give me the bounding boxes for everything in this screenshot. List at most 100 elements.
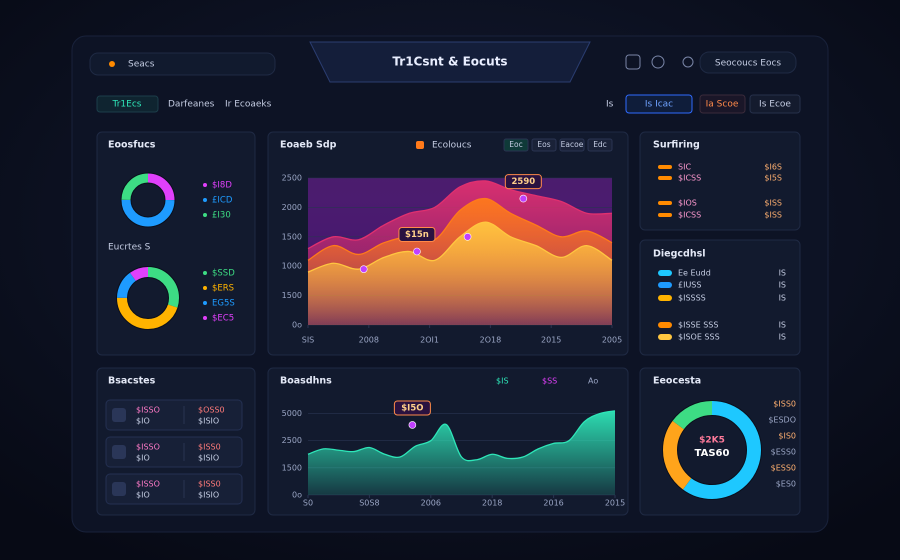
point xyxy=(463,233,472,241)
list-icon xyxy=(112,408,126,422)
x-tick-label: 2016 xyxy=(543,499,563,508)
row-value: IS xyxy=(779,321,786,330)
row-pill xyxy=(658,295,672,301)
x-tick-label: 2OI1 xyxy=(420,336,439,345)
action[interactable]: Is Icac xyxy=(645,100,673,110)
chip-text[interactable]: Edc xyxy=(593,140,607,149)
legend-text: $ISS0 xyxy=(773,400,796,409)
list-row[interactable] xyxy=(105,436,243,468)
list-label: $ISSO xyxy=(136,443,160,452)
area xyxy=(308,222,612,325)
tab-active[interactable] xyxy=(96,95,159,113)
row-pill xyxy=(658,176,672,180)
point xyxy=(519,194,528,203)
legend-text: $ESS0 xyxy=(771,464,796,473)
x-tick-label: S0S8 xyxy=(359,499,379,508)
chip-text[interactable]: Eos xyxy=(537,140,550,149)
point xyxy=(413,247,421,256)
chip-text[interactable]: Eacoe xyxy=(561,140,584,149)
area-line xyxy=(307,221,613,273)
row-pill xyxy=(658,322,672,328)
donut-center: TAS60 xyxy=(695,448,730,459)
row-pill xyxy=(658,282,672,288)
icon[interactable] xyxy=(651,55,665,69)
y-tick-label: 1500 xyxy=(282,463,302,472)
donut-segment xyxy=(121,173,175,227)
account-text[interactable]: Seocoucs Eocs xyxy=(715,59,782,69)
callout-text: 2590 xyxy=(511,177,535,187)
panel xyxy=(639,131,801,231)
list-label: $ISSO xyxy=(136,480,160,489)
row-pill xyxy=(658,334,672,340)
panel-title: Bsacstes xyxy=(108,376,156,387)
legend-dot xyxy=(203,183,207,187)
row-label: $ISSSS xyxy=(678,294,706,303)
chip[interactable] xyxy=(531,138,557,152)
list-row[interactable] xyxy=(105,399,243,431)
row-pill xyxy=(658,201,672,205)
chip-text[interactable]: Ao xyxy=(588,377,598,386)
legend-text: $ESS0 xyxy=(771,448,796,457)
tab[interactable]: Ir Ecoaeks xyxy=(225,100,272,110)
row-value: IS xyxy=(779,269,786,278)
donut-segment xyxy=(117,267,179,329)
legend-text: $I8D xyxy=(212,181,232,191)
y-tick-label: 2500 xyxy=(282,436,302,445)
row-value: $I5S xyxy=(764,174,782,183)
y-tick-label: 0o xyxy=(292,491,302,500)
action[interactable]: Is Ecoe xyxy=(759,100,791,110)
chip-text[interactable]: Eoc xyxy=(509,140,522,149)
legend-text: $IS0 xyxy=(778,432,796,441)
list-row[interactable] xyxy=(105,473,243,505)
panel-subtitle: Eucrtes S xyxy=(108,243,151,253)
y-tick-label: 2500 xyxy=(282,174,302,183)
list-value: $ISS0 xyxy=(198,480,221,489)
chip-text[interactable]: $IS xyxy=(496,377,509,386)
action-button[interactable] xyxy=(699,94,746,114)
action[interactable]: Is xyxy=(606,100,614,110)
account-box[interactable] xyxy=(699,51,797,74)
chip-text[interactable]: $SS xyxy=(542,377,557,386)
action-button[interactable] xyxy=(749,94,801,114)
callout xyxy=(398,227,436,242)
list-sub: $IO xyxy=(136,417,150,426)
x-tick-label: 2006 xyxy=(421,499,441,508)
list-sub: $IO xyxy=(136,491,150,500)
legend-dot xyxy=(203,213,207,217)
icon[interactable] xyxy=(682,56,694,68)
tab[interactable]: Darfeanes xyxy=(168,100,215,110)
panel xyxy=(639,239,801,356)
callout-text: $I5O xyxy=(401,403,423,413)
panel-title: Eoaeb Sdp xyxy=(280,140,337,151)
legend-text: £ICD xyxy=(212,196,233,206)
legend-text: £I30 xyxy=(212,211,231,221)
x-tick-label: 2018 xyxy=(482,499,502,508)
y-tick-label: 1500 xyxy=(282,232,302,241)
y-tick-label: 0o xyxy=(292,321,302,330)
panel-title: Surfiring xyxy=(653,140,700,151)
chip[interactable] xyxy=(559,138,585,152)
point xyxy=(359,265,368,273)
row-pill xyxy=(658,165,672,169)
legend-dot xyxy=(203,198,207,202)
point xyxy=(408,421,417,429)
y-tick-label: 1000 xyxy=(282,262,302,271)
area-line xyxy=(307,410,616,462)
callout xyxy=(393,400,431,416)
search-text[interactable]: Seacs xyxy=(128,60,155,70)
donut-segment xyxy=(663,401,761,499)
legend-text: $SSD xyxy=(212,269,235,279)
icon[interactable] xyxy=(625,54,641,70)
callout xyxy=(504,174,542,190)
tab[interactable]: Tr1Ecs xyxy=(112,100,142,110)
donut-segment xyxy=(121,173,175,227)
area xyxy=(308,410,615,495)
legend-dot xyxy=(203,271,207,275)
action-button[interactable] xyxy=(625,94,693,114)
action[interactable]: Ia Scoe xyxy=(706,100,739,110)
donut-segment xyxy=(663,401,761,499)
chip[interactable] xyxy=(503,138,529,152)
chip[interactable] xyxy=(587,138,613,152)
search-box[interactable] xyxy=(89,52,276,76)
row-pill xyxy=(658,270,672,276)
